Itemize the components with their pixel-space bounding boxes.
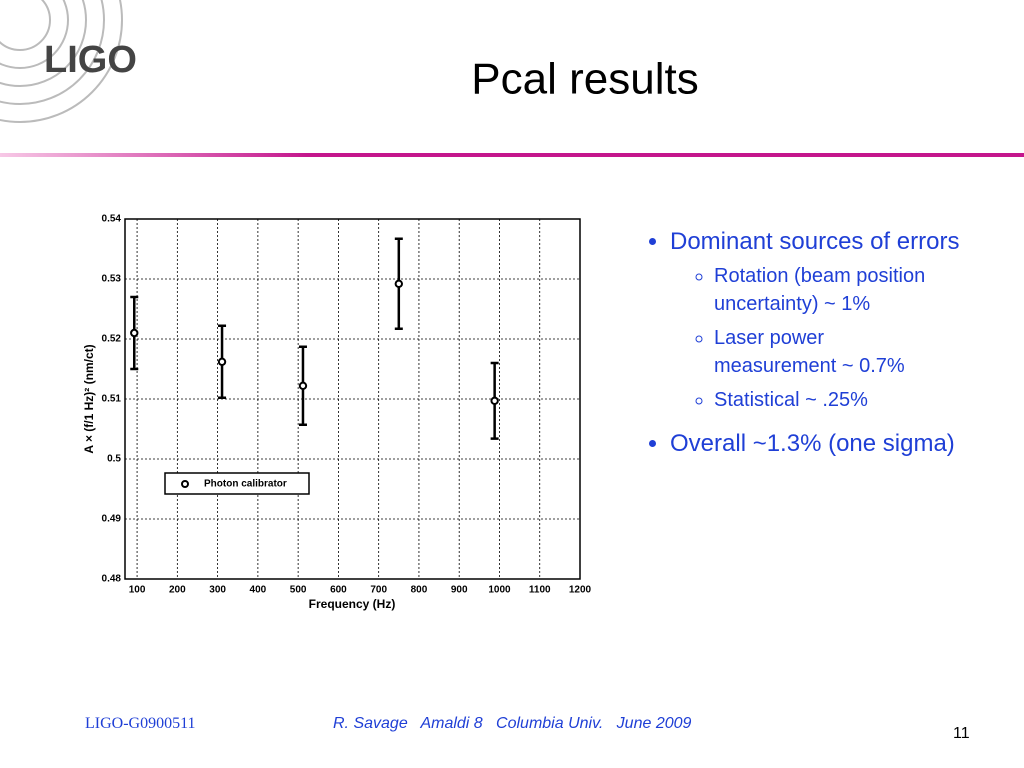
x-tick-label: 1200 bbox=[569, 585, 592, 596]
x-axis-label: Frequency (Hz) bbox=[309, 597, 396, 611]
footer-id: LIGO-G0900511 bbox=[85, 715, 196, 732]
bullet: Overall ~1.3% (one sigma) bbox=[670, 428, 964, 460]
data-point bbox=[394, 279, 404, 288]
x-tick-label: 800 bbox=[411, 585, 428, 596]
divider bbox=[0, 153, 1024, 157]
logo: LIGO bbox=[44, 39, 137, 81]
x-tick-label: 100 bbox=[129, 585, 146, 596]
legend-marker bbox=[181, 480, 189, 488]
bullet-text: Dominant sources of errors bbox=[670, 228, 960, 255]
x-tick-label: 300 bbox=[209, 585, 226, 596]
x-tick-label: 500 bbox=[290, 585, 307, 596]
sub-bullet: Statistical ~ .25% bbox=[714, 386, 944, 414]
page-number: 11 bbox=[953, 725, 970, 742]
data-point bbox=[298, 381, 308, 390]
bullet-text: Overall ~1.3% (one sigma) bbox=[670, 430, 955, 457]
y-tick-label: 0.48 bbox=[102, 574, 122, 585]
x-tick-label: 400 bbox=[250, 585, 267, 596]
y-tick-label: 0.52 bbox=[102, 334, 122, 345]
logo-arcs bbox=[0, 0, 123, 123]
legend-box bbox=[164, 472, 310, 495]
y-tick-label: 0.51 bbox=[102, 394, 122, 405]
x-tick-label: 600 bbox=[330, 585, 347, 596]
data-point bbox=[217, 357, 227, 366]
x-tick-label: 700 bbox=[370, 585, 387, 596]
sub-bullet: Rotation (beam position uncertainty) ~ 1… bbox=[714, 262, 944, 318]
data-point bbox=[490, 396, 499, 405]
slide-title: Pcal results bbox=[471, 55, 698, 104]
y-tick-label: 0.53 bbox=[102, 274, 122, 285]
bullet-list: Dominant sources of errors Rotation (beam… bbox=[634, 226, 964, 474]
y-tick-label: 0.49 bbox=[102, 514, 122, 525]
x-tick-label: 1000 bbox=[488, 585, 511, 596]
data-point bbox=[130, 328, 139, 338]
footer-author: R. Savage Amaldi 8 Columbia Univ. June 2… bbox=[333, 715, 692, 732]
y-tick-label: 0.5 bbox=[107, 454, 121, 465]
y-tick-label: 0.54 bbox=[102, 214, 122, 225]
x-tick-label: 200 bbox=[169, 585, 186, 596]
legend-label: Photon calibrator bbox=[204, 479, 287, 490]
sub-bullet: Laser power measurement ~ 0.7% bbox=[714, 324, 944, 380]
x-tick-label: 900 bbox=[451, 585, 468, 596]
y-axis-label: A × (f/1 Hz)² (nm/ct) bbox=[82, 344, 96, 453]
x-tick-label: 1100 bbox=[529, 585, 551, 596]
bullet: Dominant sources of errors Rotation (beam… bbox=[670, 226, 964, 414]
plot-frame bbox=[124, 218, 581, 580]
